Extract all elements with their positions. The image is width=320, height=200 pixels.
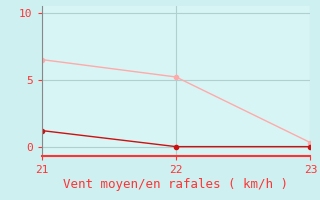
X-axis label: Vent moyen/en rafales ( km/h ): Vent moyen/en rafales ( km/h ) (63, 178, 289, 191)
